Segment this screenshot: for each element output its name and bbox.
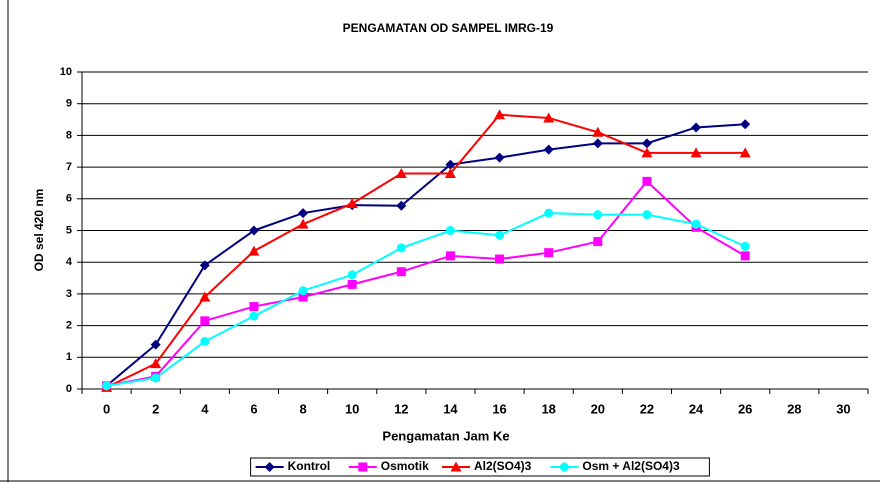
marker bbox=[445, 159, 456, 170]
marker bbox=[199, 260, 210, 271]
x-tick-label: 6 bbox=[250, 401, 257, 416]
x-axis-label: Pengamatan Jam Ke bbox=[382, 428, 509, 443]
legend-label: Osmotik bbox=[381, 459, 429, 473]
marker bbox=[544, 208, 554, 218]
marker bbox=[200, 316, 210, 326]
marker bbox=[739, 147, 751, 158]
marker bbox=[691, 219, 701, 229]
marker bbox=[559, 462, 569, 472]
marker bbox=[641, 147, 653, 158]
marker bbox=[592, 138, 603, 149]
marker bbox=[543, 112, 555, 123]
marker bbox=[396, 200, 407, 211]
marker bbox=[199, 291, 211, 302]
marker bbox=[249, 302, 259, 312]
y-tick-label: 2 bbox=[66, 320, 72, 332]
y-tick-label: 1 bbox=[66, 351, 72, 363]
marker bbox=[494, 152, 505, 163]
marker bbox=[248, 225, 259, 236]
series-line bbox=[106, 179, 746, 387]
y-tick-label: 3 bbox=[66, 288, 72, 300]
marker bbox=[347, 270, 357, 280]
marker bbox=[297, 218, 309, 229]
x-tick-label: 4 bbox=[201, 401, 209, 416]
x-tick-label: 24 bbox=[689, 401, 704, 416]
marker bbox=[691, 122, 702, 133]
y-tick-label: 7 bbox=[66, 161, 72, 173]
marker bbox=[544, 248, 554, 258]
marker bbox=[592, 126, 604, 137]
marker bbox=[264, 462, 275, 472]
y-axis-label: OD sel 420 nm bbox=[32, 189, 46, 272]
x-tick-label: 28 bbox=[787, 401, 801, 416]
x-tick-label: 10 bbox=[345, 401, 359, 416]
x-tick-label: 14 bbox=[443, 401, 458, 416]
marker bbox=[450, 461, 462, 472]
x-tick-label: 30 bbox=[836, 401, 850, 416]
marker bbox=[248, 245, 260, 256]
x-tick-label: 0 bbox=[103, 401, 110, 416]
marker bbox=[543, 144, 554, 155]
marker bbox=[249, 311, 259, 321]
marker bbox=[740, 241, 750, 251]
legend-label: Kontrol bbox=[288, 459, 331, 473]
marker bbox=[395, 167, 407, 178]
x-tick-label: 18 bbox=[541, 401, 555, 416]
marker bbox=[298, 208, 309, 219]
series-line bbox=[106, 113, 746, 389]
legend-label: Osm + Al2(SO4)3 bbox=[582, 459, 680, 473]
marker bbox=[102, 381, 112, 391]
marker bbox=[444, 167, 456, 178]
legend: Kontrol Osmotik Al2(SO4)3 Osm + Al2(SO4)3 bbox=[250, 457, 710, 477]
y-tick-label: 0 bbox=[66, 383, 72, 395]
x-tick-label: 8 bbox=[299, 401, 306, 416]
marker bbox=[396, 267, 406, 277]
y-tick-label: 9 bbox=[66, 98, 72, 110]
marker bbox=[495, 230, 505, 240]
marker bbox=[641, 138, 652, 149]
marker bbox=[642, 176, 652, 186]
x-tick-label: 2 bbox=[152, 401, 159, 416]
series-line bbox=[106, 212, 746, 387]
y-tick-label: 6 bbox=[66, 193, 72, 205]
y-tick-label: 5 bbox=[66, 224, 72, 236]
x-tick-label: 16 bbox=[492, 401, 506, 416]
marker bbox=[200, 336, 210, 346]
y-tick-label: 10 bbox=[60, 66, 72, 78]
marker bbox=[346, 198, 358, 209]
marker bbox=[494, 109, 506, 120]
marker bbox=[593, 237, 603, 247]
marker bbox=[298, 286, 308, 296]
marker bbox=[495, 254, 505, 264]
marker bbox=[150, 358, 162, 369]
marker bbox=[150, 339, 161, 350]
marker bbox=[298, 292, 308, 302]
x-tick-label: 26 bbox=[738, 401, 752, 416]
marker bbox=[642, 210, 652, 220]
marker bbox=[445, 226, 455, 235]
marker bbox=[690, 147, 702, 158]
marker bbox=[740, 119, 751, 130]
series-line bbox=[105, 123, 746, 387]
x-tick-label: 20 bbox=[591, 401, 605, 416]
marker bbox=[358, 462, 368, 472]
marker bbox=[347, 279, 357, 289]
y-tick-label: 4 bbox=[66, 256, 73, 268]
x-tick-label: 22 bbox=[640, 401, 654, 416]
x-tick-label: 12 bbox=[394, 401, 408, 416]
marker bbox=[396, 243, 406, 253]
marker bbox=[445, 251, 455, 261]
y-tick-label: 8 bbox=[66, 129, 72, 141]
chart-title: PENGAMATAN OD SAMPEL IMRG-19 bbox=[343, 21, 554, 35]
marker bbox=[593, 210, 603, 220]
marker bbox=[740, 251, 750, 261]
marker bbox=[151, 373, 161, 383]
legend-label: Al2(SO4)3 bbox=[474, 459, 532, 473]
